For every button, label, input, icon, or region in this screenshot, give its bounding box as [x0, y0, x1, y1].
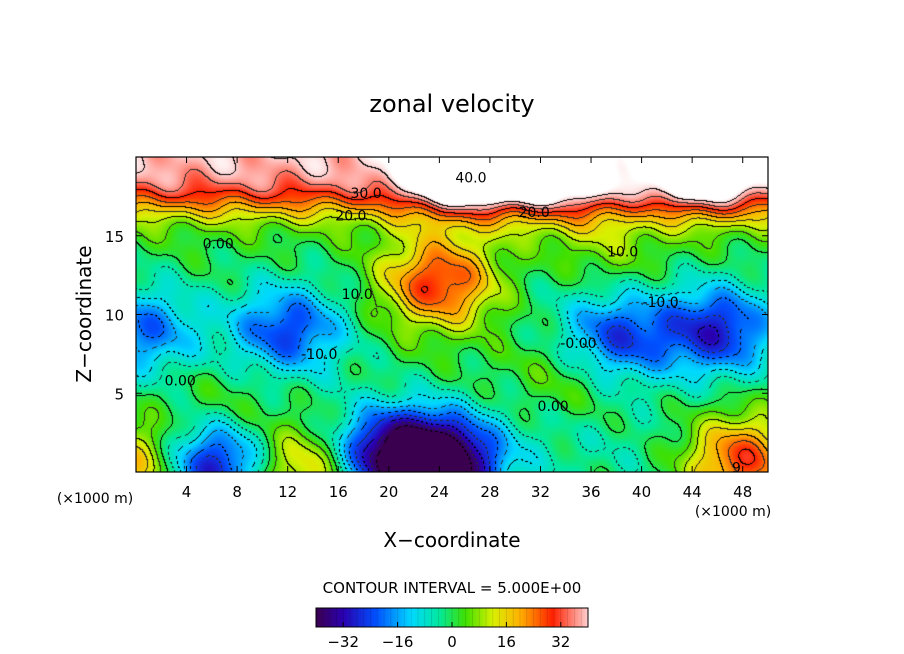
x-tick-label: 48	[733, 483, 752, 501]
y-tick-label: 15	[105, 228, 124, 246]
x-tick-label: 40	[632, 483, 651, 501]
contour-label: 0.00	[538, 399, 569, 415]
x-unit-right: (×1000 m)	[695, 504, 771, 520]
contour-label: 10.0	[342, 287, 373, 303]
colorbar-tick-label: 0	[447, 633, 457, 651]
chart-title: zonal velocity	[369, 90, 534, 118]
contour-label: -10.0	[301, 347, 337, 363]
contour-label: 30.0	[350, 186, 381, 202]
x-tick-label: 8	[232, 483, 242, 501]
colorbar-tick-label: −32	[327, 633, 359, 651]
contour-label: 9	[732, 460, 741, 476]
colorbar-tick-label: −16	[382, 633, 414, 651]
contour-label: 10.0	[607, 245, 638, 261]
y-axis-label: Z−coordinate	[72, 245, 96, 382]
y-axis: 5 10 15	[105, 228, 768, 403]
x-tick-label: 44	[683, 483, 702, 501]
x-tick-label: 16	[329, 483, 348, 501]
contour-label: -0.00	[560, 336, 596, 352]
x-tick-label: 36	[581, 483, 600, 501]
x-tick-label: 28	[480, 483, 499, 501]
colorbar-tick-label: 16	[497, 633, 516, 651]
y-tick-label: 5	[114, 385, 124, 403]
x-tick-label: 4	[182, 483, 192, 501]
x-tick-label: 32	[531, 483, 550, 501]
x-unit-left: (×1000 m)	[57, 491, 133, 507]
contour-label: 40.0	[455, 170, 486, 186]
contour-label: 20.0	[519, 205, 550, 221]
contour-label: 0.00	[165, 374, 196, 390]
x-tick-label: 20	[379, 483, 398, 501]
contour-field	[136, 157, 768, 472]
contour-interval-text: CONTOUR INTERVAL = 5.000E+00	[323, 579, 582, 597]
x-tick-label: 24	[430, 483, 449, 501]
x-axis-label: X−coordinate	[383, 528, 520, 552]
x-tick-label: 12	[278, 483, 297, 501]
y-tick-label: 10	[105, 307, 124, 325]
x-axis: 4 8 12 16 20 24 28 32 36 40 44 48	[182, 157, 752, 501]
contour-label: -10.0	[642, 295, 678, 311]
contour-label: 0.00	[203, 237, 234, 253]
contour-label: 20.0	[335, 208, 366, 224]
contour-label-group: 40.0 30.0 20.0 20.0 0.00 10.0 -10.0 10.0 -10.0 -0…	[165, 170, 741, 476]
colorbar-axis: −32 −16 0 16 32	[327, 622, 570, 651]
colorbar-tick-label: 32	[551, 633, 570, 651]
